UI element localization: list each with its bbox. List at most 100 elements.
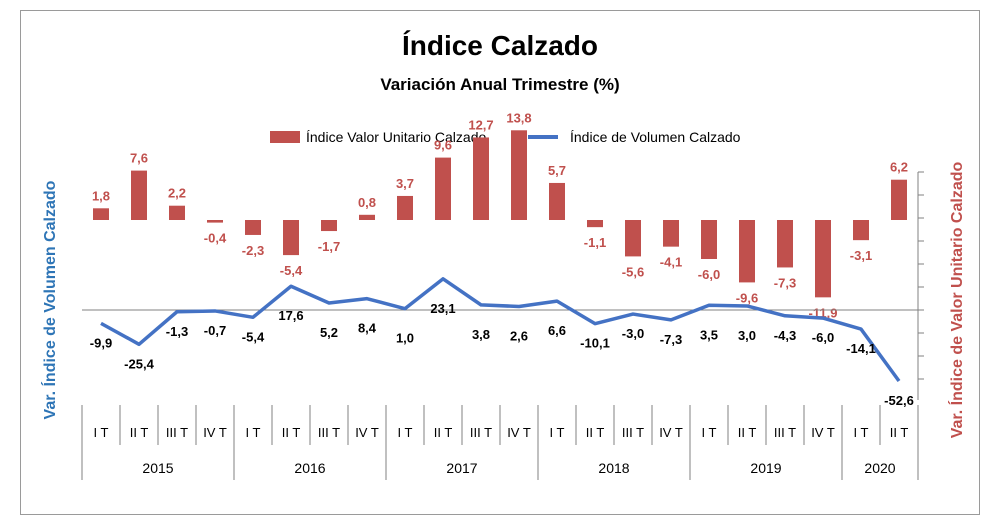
line-data-label: -14,1 [846,341,876,356]
chart-subtitle: Variación Anual Trimestre (%) [380,75,620,94]
x-tick-label: II T [586,425,605,440]
bar-valor-unitario [245,220,261,235]
bar-valor-unitario [853,220,869,241]
chart-title: Índice Calzado [401,30,599,61]
bar-valor-unitario [207,220,223,223]
x-year-label: 2015 [142,460,173,476]
bar-data-label: 7,6 [130,151,148,166]
bar-valor-unitario [473,137,489,220]
bar-data-label: 12,7 [468,117,493,132]
x-year-label: 2020 [864,460,895,476]
bar-data-label: 1,8 [92,188,110,203]
legend: Índice Valor Unitario Calzado Índice de … [270,129,741,145]
line-data-label: 8,4 [358,321,377,336]
x-tick-label: III T [774,425,796,440]
line-data-label: -10,1 [580,336,610,351]
line-data-label: -5,4 [242,329,265,344]
bar-data-label: -6,0 [698,267,720,282]
line-data-label: -7,3 [660,332,682,347]
bar-valor-unitario [169,205,185,220]
line-data-label: -4,3 [774,328,796,343]
line-data-label: 23,1 [430,301,455,316]
bar-valor-unitario [93,208,109,220]
bar-data-label: 6,2 [890,160,908,175]
plot-area: 1,8 7,6 2,2 -0,4 -2,3 -5,4 -1,7 0,8 3,7 9,6 12,7 13… [81,110,924,480]
bar-data-label: -1,7 [318,239,340,254]
line-data-label: -1,3 [166,324,188,339]
line-data-label: 17,6 [278,308,303,323]
x-tick-label: I T [398,425,413,440]
bar-data-label: 5,7 [548,163,566,178]
bar-valor-unitario [663,220,679,247]
x-tick-label: IV T [811,425,835,440]
bar-valor-unitario [815,220,831,298]
line-volumen [100,277,901,383]
bar-data-label: -5,6 [622,264,644,279]
line-data-label: -9,9 [90,335,112,350]
bar-valor-unitario [435,157,451,220]
x-tick-label: III T [318,425,340,440]
x-tick-label: IV T [355,425,379,440]
bar-data-label: -0,4 [204,231,227,246]
x-tick-label: III T [166,425,188,440]
line-data-label: -0,7 [204,323,226,338]
bar-valor-unitario [321,220,337,232]
bar-valor-unitario [625,220,641,257]
x-tick-label: II T [130,425,149,440]
line-data-label: -25,4 [124,356,154,371]
x-tick-label: I T [854,425,869,440]
y-axis-left-title: Var. Índice de Volumen Calzado [40,180,59,419]
x-tick-label: I T [702,425,717,440]
bar-valor-unitario [587,220,603,228]
bar-valor-unitario [549,182,565,220]
bar-valor-unitario [701,220,717,259]
x-year-label: 2017 [446,460,477,476]
line-data-label: 6,6 [548,323,566,338]
bar-valor-unitario [739,220,755,283]
x-tick-label: IV T [203,425,227,440]
bar-data-label: -3,1 [850,248,872,263]
bar-data-label: -5,4 [280,263,303,278]
x-tick-label: II T [890,425,909,440]
legend-label-line: Índice de Volumen Calzado [570,129,741,145]
line-data-label: -6,0 [812,330,834,345]
x-tick-label: I T [550,425,565,440]
chart-frame [20,10,980,515]
line-data-label: 1,0 [396,331,414,346]
x-tick-label: II T [738,425,757,440]
bar-data-label: -2,3 [242,243,264,258]
x-tick-label: IV T [659,425,683,440]
bar-valor-unitario [511,130,527,220]
bar-data-label: 2,2 [168,186,186,201]
x-tick-label: IV T [507,425,531,440]
bar-data-label: -1,1 [584,235,606,250]
legend-label-bar: Índice Valor Unitario Calzado [306,129,486,145]
x-year-label: 2018 [598,460,629,476]
x-tick-label: II T [282,425,301,440]
bar-data-label: -4,1 [660,255,682,270]
x-year-label: 2016 [294,460,325,476]
line-data-label: 2,6 [510,328,528,343]
x-tick-label: III T [470,425,492,440]
x-tick-label: II T [434,425,453,440]
legend-swatch-bar [270,131,300,143]
x-tick-label: I T [246,425,261,440]
bar-valor-unitario [777,220,793,268]
x-tick-label: I T [94,425,109,440]
bar-valor-unitario [891,179,907,220]
bar-valor-unitario [283,220,299,256]
bar-valor-unitario [131,170,147,220]
line-data-label: 5,2 [320,325,338,340]
line-data-label: 3,5 [700,327,718,342]
line-data-label: -52,6 [884,393,914,408]
bar-valor-unitario [397,195,413,220]
x-year-label: 2019 [750,460,781,476]
y-axis-right-title: Var. Índice de Valor Unitario Calzado [947,162,966,439]
bar-data-label: 13,8 [506,110,531,125]
bar-data-label: -7,3 [774,275,796,290]
bar-data-label: 3,7 [396,176,414,191]
bar-data-label: 0,8 [358,195,376,210]
bar-data-label: 9,6 [434,138,452,153]
x-tick-label: III T [622,425,644,440]
